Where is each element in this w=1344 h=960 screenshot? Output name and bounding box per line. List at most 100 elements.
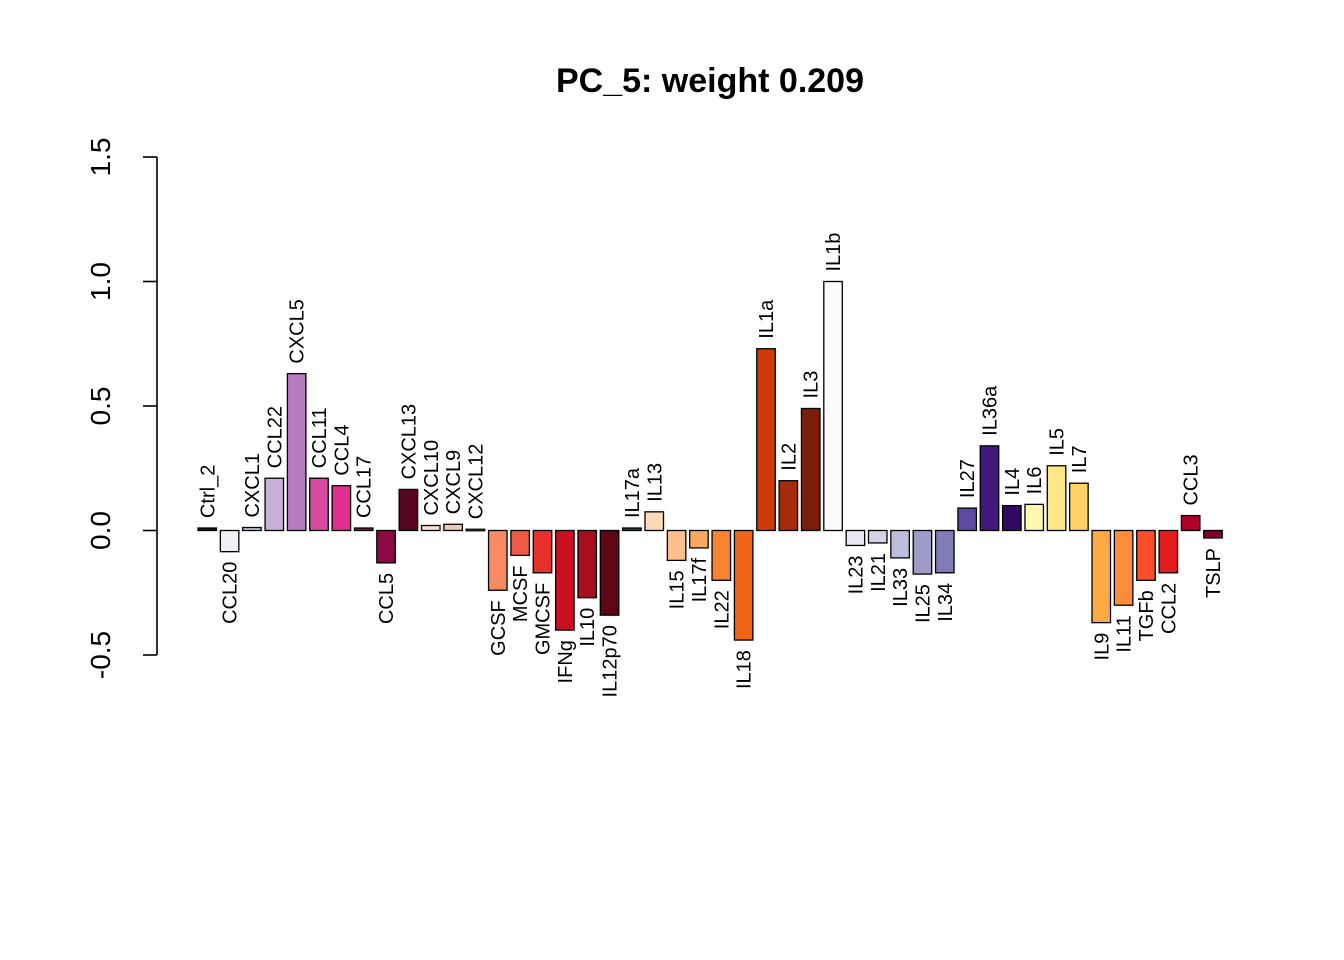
bar-label: IL3	[801, 371, 823, 399]
bar-ccl2	[1158, 529, 1179, 574]
bar-label: IL4	[1002, 468, 1024, 496]
bar-label: IL5	[1047, 428, 1069, 456]
bar-il22	[711, 529, 732, 581]
y-tick-label: 1.5	[85, 138, 116, 177]
bar-il13	[644, 511, 665, 532]
bar-tslp	[1203, 529, 1223, 539]
bar-label: Ctrl_2	[197, 465, 219, 518]
bar-ccl5	[376, 529, 396, 564]
bar-label: IL27	[957, 459, 979, 498]
bar-ifng	[554, 529, 575, 631]
bar-label: CCL3	[1181, 454, 1203, 505]
bar-label: IL12p70	[600, 625, 622, 697]
bar-label: IL22	[711, 590, 733, 629]
bar-il33	[890, 529, 910, 559]
bar-label: IL34	[935, 583, 957, 622]
bar-label: IL36a	[980, 385, 1002, 436]
bar-cxcl5	[286, 372, 307, 532]
bar-ccl3	[1180, 514, 1201, 532]
bar-label: CCL5	[376, 573, 398, 624]
bar-label: CXCL9	[443, 450, 465, 514]
bar-label: IL7	[1069, 445, 1091, 473]
bar-il36a	[979, 445, 1000, 532]
bar-label: IL10	[577, 608, 599, 647]
bar-il5	[1046, 465, 1067, 532]
bar-label: IL9	[1091, 633, 1113, 661]
y-tick-label: 0.0	[85, 511, 116, 550]
bar-ccl4	[331, 485, 352, 532]
bar-label: CXCL5	[287, 299, 309, 363]
chart-title: PC_5: weight 0.209	[556, 62, 864, 100]
bar-cxcl9	[443, 523, 464, 532]
bar-label: CCL4	[331, 425, 353, 476]
bar-gmcsf	[532, 529, 553, 574]
bar-label: GMCSF	[533, 583, 555, 655]
bar-cxcl12	[465, 528, 486, 532]
bar-il27	[957, 507, 978, 532]
bar-il21	[867, 529, 888, 544]
bar-label: IL21	[868, 553, 890, 592]
bar-ccl20	[219, 529, 240, 553]
bar-label: CXCL12	[465, 444, 487, 520]
y-axis: -0.5 0.0 0.5 1.0 1.5	[85, 138, 158, 679]
bar-label: CXCL13	[398, 404, 420, 480]
bar-label: MCSF	[510, 565, 532, 622]
bar-ccl22	[264, 477, 285, 532]
bar-gcsf	[487, 529, 508, 591]
bar-cxcl10	[420, 524, 441, 532]
bar-label: TGFb	[1136, 590, 1158, 641]
bar-ccl11	[309, 477, 329, 532]
bar-il7	[1069, 482, 1089, 532]
bar-il25	[912, 529, 933, 575]
bar-cxcl13	[398, 488, 419, 532]
bar-label: TSLP	[1203, 548, 1225, 598]
bar-il4	[1001, 504, 1022, 532]
bar-label: IL2	[778, 443, 800, 471]
bar-label: IL13	[644, 463, 666, 502]
bar-il3	[800, 407, 821, 532]
bars-group	[197, 280, 1223, 641]
bar-label: CXCL1	[242, 453, 264, 517]
bar-label: IL17a	[622, 467, 644, 518]
bar-il2	[778, 480, 799, 532]
bar-il11	[1113, 529, 1134, 606]
bar-il9	[1091, 529, 1112, 624]
bar-label: IL33	[890, 568, 912, 607]
bar-mcsf	[510, 529, 531, 557]
bar-label: IL1b	[823, 233, 845, 272]
bar-label: IL6	[1024, 467, 1046, 495]
bar-label: IL11	[1114, 615, 1136, 652]
y-tick-label: -0.5	[85, 631, 116, 679]
bar-il6	[1024, 503, 1045, 532]
bar-label: CCL2	[1158, 583, 1180, 634]
bar-cxcl1	[242, 526, 262, 532]
bar-il12p70	[599, 529, 620, 616]
bar-il1a	[756, 348, 776, 532]
bar-il34	[934, 529, 955, 574]
bar-label: IL15	[667, 570, 689, 609]
bar-il17a	[622, 527, 642, 532]
bar-label: IL18	[734, 650, 756, 689]
bar-il10	[577, 529, 598, 599]
y-tick-label: 0.5	[85, 387, 116, 426]
bar-tgfb	[1136, 529, 1156, 581]
bar-label: IL17f	[689, 557, 711, 602]
bar-label: CCL20	[220, 562, 242, 624]
bar-ctrl_2	[197, 527, 218, 532]
bar-il18	[733, 529, 754, 641]
bar-il17f	[689, 529, 709, 549]
bar-label: GCSF	[488, 600, 510, 656]
bar-il23	[845, 529, 866, 547]
bar-label: IL1a	[756, 299, 778, 339]
bar-label: IL23	[845, 555, 867, 594]
bar-il15	[666, 529, 687, 562]
bar-ccl17	[353, 527, 374, 532]
bar-label: CCL22	[264, 406, 286, 468]
bar-label: IL25	[912, 584, 934, 623]
bar-label: CXCL10	[421, 440, 443, 516]
bar-label: CCL17	[354, 456, 376, 518]
bar-label: CCL11	[309, 407, 331, 468]
y-tick-label: 1.0	[85, 262, 116, 301]
